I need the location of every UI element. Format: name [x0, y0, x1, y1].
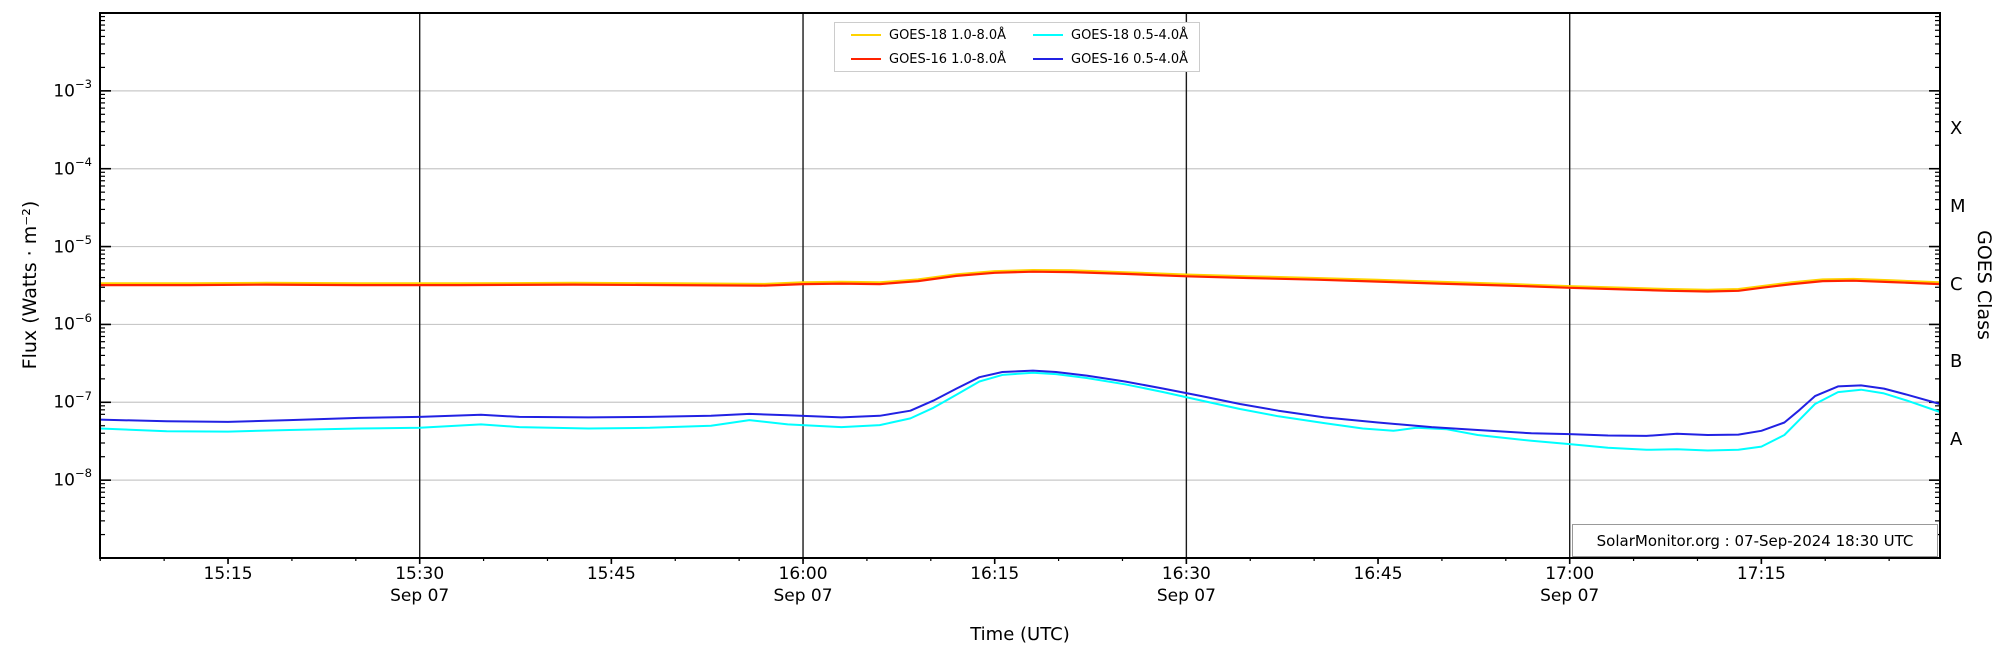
legend-line-swatch	[1033, 34, 1063, 36]
x-tick-date-label: Sep 07	[390, 586, 450, 606]
y-tick-label: 10−4	[53, 154, 92, 180]
legend-label: GOES-16 0.5-4.0Å	[1071, 51, 1189, 67]
legend-label: GOES-18 0.5-4.0Å	[1071, 27, 1189, 43]
flux-curve-goes-16-0-5-4-0-	[99, 369, 1941, 437]
legend-item: GOES-18 1.0-8.0Å	[835, 28, 1017, 43]
legend-item: GOES-16 1.0-8.0Å	[835, 52, 1017, 67]
legend-box: GOES-18 1.0-8.0Å GOES-16 1.0-8.0Å GOES-18 …	[834, 22, 1200, 72]
legend-item: GOES-18 0.5-4.0Å	[1017, 28, 1199, 43]
x-tick-label: 16:45	[1353, 564, 1403, 584]
x-tick-date-label: Sep 07	[1540, 586, 1600, 606]
y-tick-label: 10−5	[53, 232, 92, 258]
x-tick-label: 15:30	[395, 564, 445, 584]
x-tick-label: 17:00	[1545, 564, 1595, 584]
flux-curve-goes-18-1-0-8-0-	[98, 269, 1942, 291]
x-tick-date-label: Sep 07	[773, 586, 833, 606]
goes-class-label: M	[1950, 195, 1966, 217]
legend-line-swatch	[1033, 58, 1063, 60]
y-axis-title-left: Flux (Watts · m⁻²)	[19, 200, 41, 370]
x-tick-label: 15:15	[203, 564, 253, 584]
x-axis-title: Time (UTC)	[970, 624, 1070, 645]
flux-curve-goes-18-0-5-4-0-	[99, 371, 1941, 452]
x-tick-label: 16:00	[778, 564, 828, 584]
y-axis-title-right: GOES Class	[1973, 230, 1995, 340]
x-tick-label: 15:45	[586, 564, 636, 584]
plot-frame	[99, 12, 1941, 559]
x-tick-label: 17:15	[1736, 564, 1786, 584]
legend-line-swatch	[851, 58, 881, 60]
legend-label: GOES-18 1.0-8.0Å	[889, 27, 1007, 43]
goes-class-label: A	[1950, 429, 1963, 451]
goes-class-label: B	[1950, 351, 1963, 373]
x-tick-label: 16:15	[970, 564, 1020, 584]
source-timestamp-annotation: SolarMonitor.org : 07-Sep-2024 18:30 UTC	[1572, 524, 1938, 557]
goes-class-label: C	[1950, 273, 1963, 295]
legend-item: GOES-16 0.5-4.0Å	[1017, 52, 1199, 67]
y-tick-label: 10−7	[53, 388, 92, 413]
legend-label: GOES-16 1.0-8.0Å	[889, 51, 1007, 67]
y-tick-label: 10−8	[53, 466, 92, 491]
flux-curve-goes-16-1-0-8-0-	[98, 270, 1942, 293]
x-tick-label: 16:30	[1161, 564, 1211, 584]
legend-line-swatch	[851, 34, 881, 36]
x-tick-date-label: Sep 07	[1156, 586, 1216, 606]
goes-class-label: X	[1950, 117, 1963, 139]
y-tick-label: 10−3	[53, 77, 92, 102]
y-tick-label: 10−6	[53, 310, 92, 336]
